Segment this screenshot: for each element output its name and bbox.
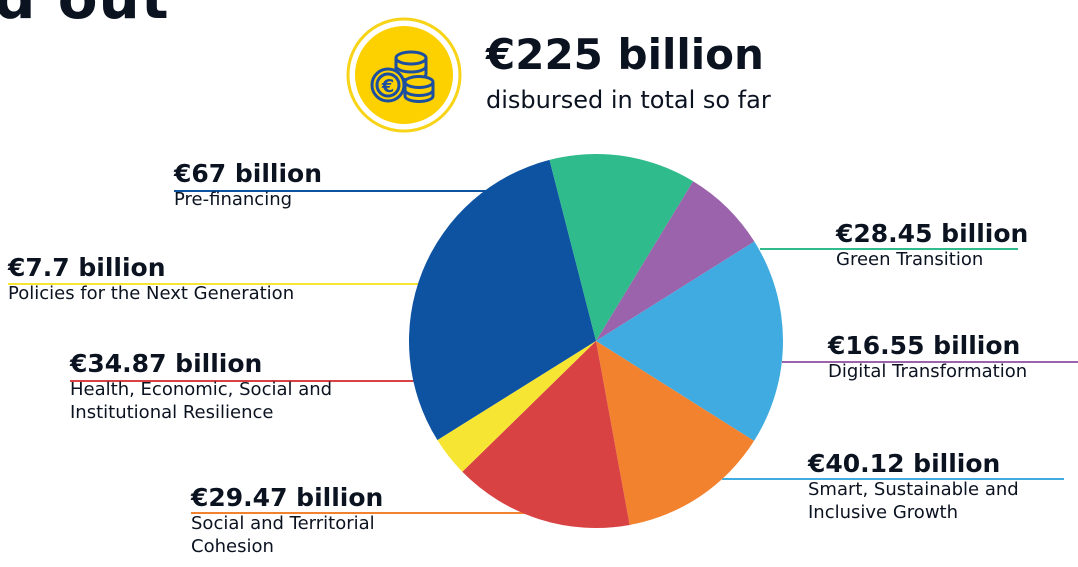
- pie-slice: [462, 341, 630, 528]
- slice-name-label: Cohesion: [191, 536, 274, 557]
- slice-value-label: €67 billion: [174, 159, 323, 188]
- svg-text:€: €: [381, 76, 395, 97]
- slice-name-label: Digital Transformation: [828, 361, 1028, 382]
- pie-slice: [408, 159, 596, 441]
- slice-value-label: €28.45 billion: [836, 219, 1029, 248]
- page-title: d out: [0, 0, 170, 32]
- total-value: €225 billion: [486, 30, 764, 79]
- slice-name-label: Health, Economic, Social and: [70, 379, 333, 400]
- slice-name-label: Pre-financing: [174, 189, 293, 210]
- slice-name-label: Green Transition: [836, 249, 984, 270]
- slice-name-label: Social and Territorial: [191, 513, 375, 534]
- pie-slice: [596, 181, 755, 341]
- slice-value-label: €34.87 billion: [70, 349, 263, 378]
- slice-label: €29.47 billion Social and Territorial Cohe…: [191, 484, 383, 558]
- slice-value-label: €40.12 billion: [808, 449, 1001, 478]
- slice-label: €28.45 billion Green Transition: [836, 220, 1028, 271]
- slice-value-label: €29.47 billion: [191, 483, 384, 512]
- total-caption: disbursed in total so far: [486, 86, 771, 114]
- slice-value-label: €7.7 billion: [8, 253, 166, 282]
- slice-name-label: Institutional Resilience: [70, 402, 274, 423]
- slice-name-label: Policies for the Next Generation: [8, 283, 295, 304]
- coins-euro-icon: €: [346, 17, 462, 133]
- slice-name-label: Inclusive Growth: [808, 502, 959, 523]
- slice-label: €40.12 billion Smart, Sustainable and Incl…: [808, 450, 1019, 524]
- pie-slice: [596, 341, 755, 525]
- pie-slice: [549, 154, 694, 341]
- slice-value-label: €16.55 billion: [828, 331, 1021, 360]
- pie-slice: [437, 341, 596, 472]
- pie-slice: [596, 241, 784, 441]
- slice-label: €16.55 billion Digital Transformation: [828, 332, 1027, 383]
- slice-label: €34.87 billion Health, Economic, Social a…: [70, 350, 332, 424]
- slice-label: €7.7 billion Policies for the Next Genera…: [8, 254, 294, 305]
- slice-name-label: Smart, Sustainable and: [808, 479, 1019, 500]
- slice-label: €67 billion Pre-financing: [174, 160, 322, 211]
